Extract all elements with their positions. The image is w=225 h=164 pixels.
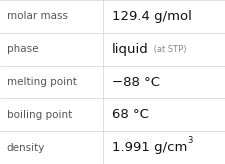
Text: melting point: melting point [7, 77, 76, 87]
Text: liquid: liquid [111, 43, 148, 56]
Text: (at STP): (at STP) [151, 45, 186, 54]
Text: −88 °C: −88 °C [111, 75, 159, 89]
Text: 3: 3 [187, 136, 192, 145]
Text: 129.4 g/mol: 129.4 g/mol [111, 10, 191, 23]
Text: phase: phase [7, 44, 38, 54]
Text: 68 °C: 68 °C [111, 108, 148, 121]
Text: density: density [7, 143, 45, 153]
Text: boiling point: boiling point [7, 110, 72, 120]
Text: 1.991 g/cm: 1.991 g/cm [111, 141, 187, 154]
Text: molar mass: molar mass [7, 11, 68, 21]
